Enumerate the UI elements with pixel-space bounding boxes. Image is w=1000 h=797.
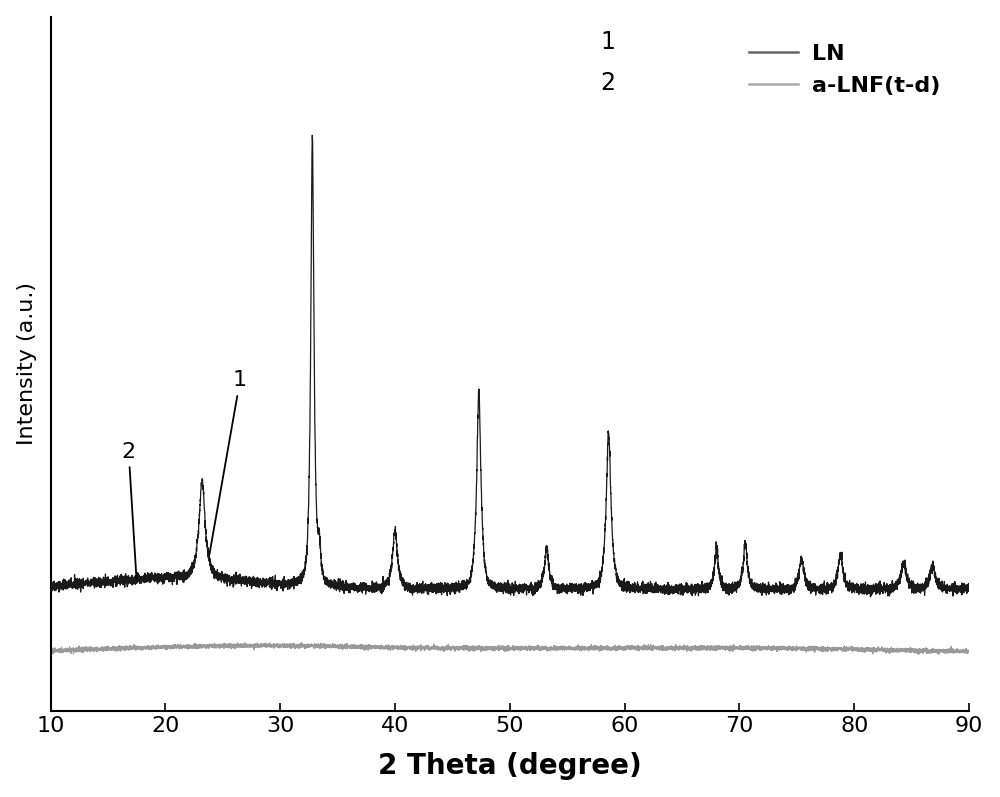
X-axis label: 2 Theta (degree): 2 Theta (degree) bbox=[378, 752, 642, 780]
Legend: LN, a-LNF(t-d): LN, a-LNF(t-d) bbox=[740, 35, 949, 104]
Text: 2: 2 bbox=[122, 442, 137, 579]
Text: 1: 1 bbox=[601, 30, 615, 54]
Y-axis label: Intensity (a.u.): Intensity (a.u.) bbox=[17, 282, 37, 446]
Text: 2: 2 bbox=[600, 71, 615, 95]
Text: 1: 1 bbox=[209, 371, 247, 554]
